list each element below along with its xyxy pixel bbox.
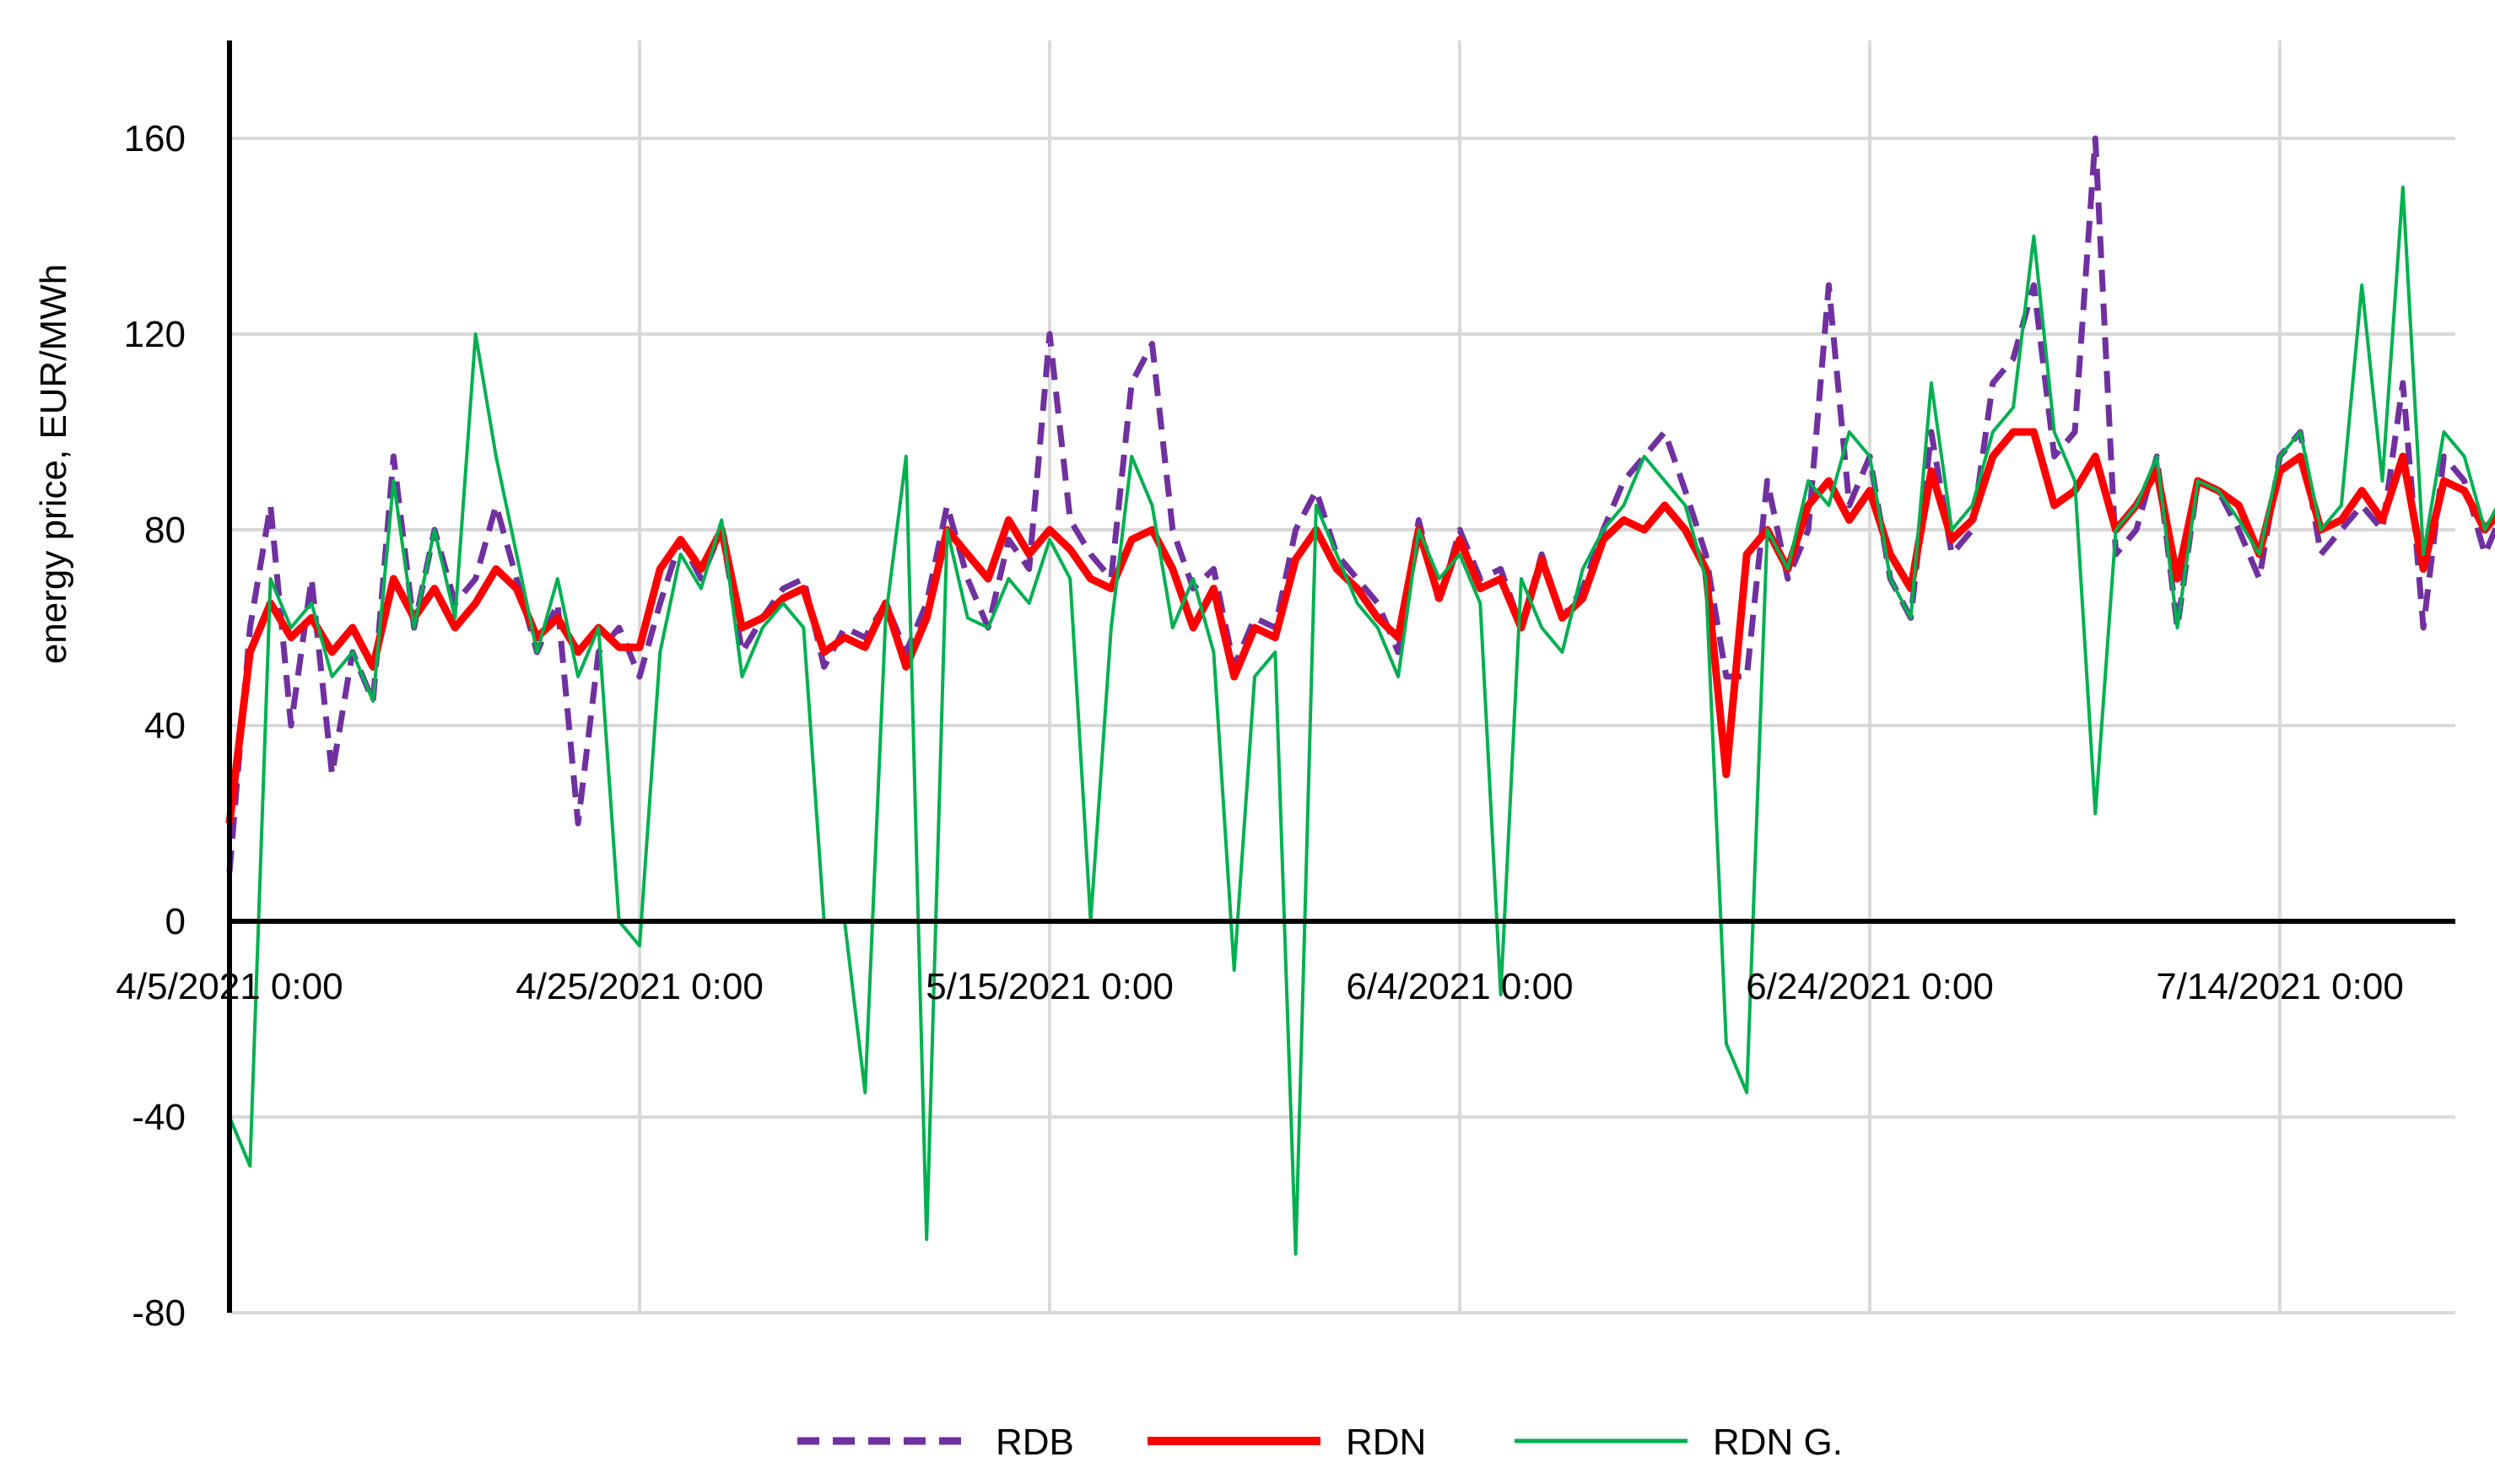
- x-tick-label: 4/5/2021 0:00: [116, 966, 343, 1007]
- x-tick-label: 4/25/2021 0:00: [516, 966, 764, 1007]
- x-tick-label: 7/14/2021 0:00: [2156, 966, 2404, 1007]
- y-tick-label: -40: [132, 1097, 186, 1138]
- y-tick-label: 0: [165, 901, 186, 942]
- x-tick-label: 6/24/2021 0:00: [1746, 966, 1994, 1007]
- labels-layer: -80 -40 0 40 80 120 160 4/5/2021 0:00 4/25/2021 …: [116, 118, 2403, 1334]
- y-tick-label: 160: [124, 118, 186, 159]
- y-tick-label: 40: [144, 705, 186, 747]
- legend: RDB RDN RDN G.: [797, 1422, 1843, 1463]
- series-layer: [225, 135, 2495, 1256]
- axes-layer: [227, 40, 2455, 1313]
- series-line-rdn-g: [228, 186, 2495, 1256]
- legend-label: RDB: [996, 1422, 1074, 1463]
- legend-label: RDN G.: [1713, 1422, 1843, 1463]
- series-line-rdb: [226, 135, 2495, 873]
- x-tick-label: 6/4/2021 0:00: [1346, 966, 1573, 1007]
- y-tick-label: -80: [132, 1292, 186, 1334]
- y-tick-label: 120: [124, 314, 186, 355]
- y-tick-label: 80: [144, 510, 186, 551]
- x-tick-label: 5/15/2021 0:00: [926, 966, 1174, 1007]
- legend-label: RDN: [1346, 1422, 1426, 1463]
- grid-layer: [230, 40, 2455, 1314]
- y-axis-label: energy price, EUR/MWh: [33, 264, 74, 664]
